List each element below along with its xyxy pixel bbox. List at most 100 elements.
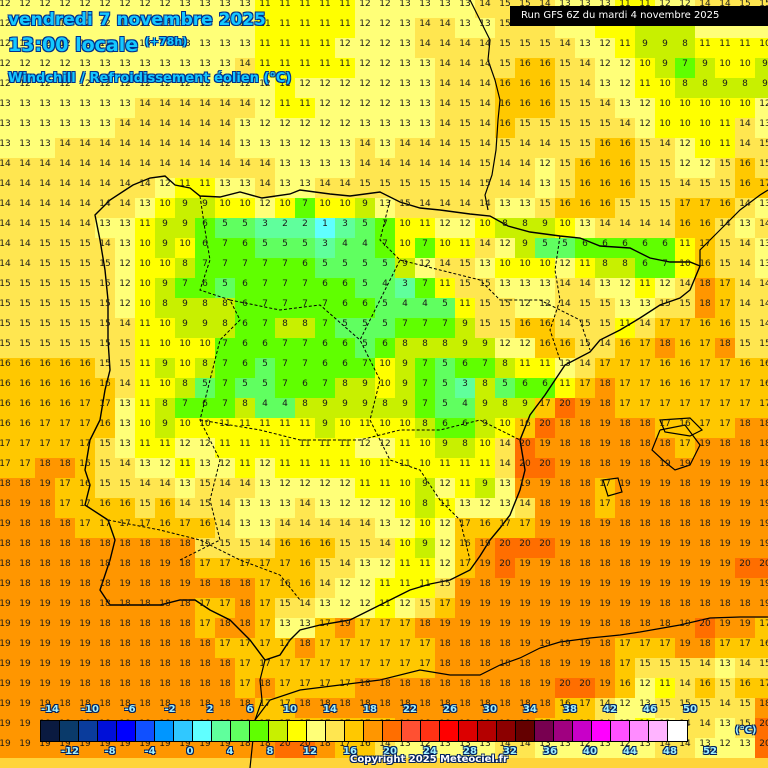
grid-value: 17 [639, 359, 651, 369]
grid-value: 20 [539, 459, 551, 469]
grid-value: 11 [359, 419, 371, 429]
field-cell [535, 38, 555, 58]
field-cell [315, 0, 335, 18]
grid-value: 16 [699, 319, 711, 329]
grid-value: 12 [559, 259, 571, 269]
legend-tick-top: 6 [246, 704, 254, 715]
grid-value: 14 [179, 99, 191, 109]
field-cell [335, 78, 355, 98]
field-cell [115, 98, 135, 118]
grid-value: 5 [362, 259, 368, 269]
grid-value: 19 [519, 639, 531, 649]
grid-value: 19 [119, 579, 131, 589]
grid-value: 11 [399, 439, 411, 449]
grid-value: 17 [539, 399, 551, 409]
grid-value: 14 [599, 99, 611, 109]
grid-value: 16 [519, 419, 531, 429]
grid-value: 14 [759, 299, 768, 309]
grid-value: 15 [739, 319, 751, 329]
field-cell [175, 138, 195, 158]
grid-value: 16 [159, 519, 171, 529]
grid-value: 11 [419, 579, 431, 589]
field-cell [155, 118, 175, 138]
grid-value: 8 [482, 379, 488, 389]
grid-value: 16 [19, 399, 31, 409]
legend-tick-bottom: 0 [186, 746, 194, 757]
field-cell [135, 98, 155, 118]
grid-value: 11 [199, 179, 211, 189]
grid-value: 19 [39, 639, 51, 649]
grid-value: 9 [482, 479, 488, 489]
grid-value: 18 [299, 639, 311, 649]
field-cell [415, 78, 435, 98]
grid-value: 7 [422, 399, 428, 409]
grid-value: 18 [219, 679, 231, 689]
field-cell [455, 118, 475, 138]
grid-value: 8 [402, 339, 408, 349]
grid-value: 6 [202, 239, 208, 249]
field-cell [215, 58, 235, 78]
grid-value: 8 [682, 79, 688, 89]
field-cell [715, 38, 735, 58]
legend-tick-top: 26 [443, 704, 457, 715]
grid-value: 15 [719, 679, 731, 689]
grid-value: 15 [659, 299, 671, 309]
grid-value: 18 [99, 679, 111, 689]
field-cell [235, 138, 255, 158]
grid-value: 11 [339, 59, 351, 69]
grid-value: 13 [219, 0, 231, 9]
grid-value: 19 [0, 619, 11, 629]
grid-value: 10 [399, 419, 411, 429]
grid-value: 15 [639, 159, 651, 169]
grid-value: 9 [402, 399, 408, 409]
field-cell [415, 0, 435, 18]
grid-value: 16 [79, 359, 91, 369]
grid-value: 13 [459, 499, 471, 509]
legend-swatch [535, 721, 554, 741]
grid-value: 14 [459, 39, 471, 49]
grid-value: 5 [222, 219, 228, 229]
grid-value: 18 [759, 479, 768, 489]
grid-value: 11 [259, 0, 271, 9]
grid-value: 12 [759, 99, 768, 109]
field-cell [695, 78, 715, 98]
field-cell [715, 98, 735, 118]
field-cell [375, 118, 395, 138]
grid-value: 13 [419, 59, 431, 69]
field-cell [75, 98, 95, 118]
grid-value: 9 [662, 39, 668, 49]
grid-value: 16 [519, 319, 531, 329]
grid-value: 20 [759, 739, 768, 749]
grid-value: 17 [279, 659, 291, 669]
grid-value: 11 [459, 459, 471, 469]
grid-value: 12 [139, 0, 151, 9]
grid-value: 15 [139, 499, 151, 509]
grid-value: 7 [322, 299, 328, 309]
grid-value: 15 [539, 39, 551, 49]
grid-value: 17 [699, 339, 711, 349]
grid-value: 15 [99, 359, 111, 369]
field-cell [235, 78, 255, 98]
field-cell [555, 38, 575, 58]
forecast-time: 13:00 locale (+78h) [8, 34, 187, 56]
grid-value: 13 [419, 0, 431, 9]
grid-value: 13 [179, 59, 191, 69]
grid-value: 10 [739, 99, 751, 109]
field-cell [255, 18, 275, 38]
field-cell [115, 158, 135, 178]
field-cell [615, 58, 635, 78]
field-cell [315, 18, 335, 38]
grid-value: 16 [579, 159, 591, 169]
field-cell [275, 0, 295, 18]
field-cell [355, 138, 375, 158]
grid-value: 13 [239, 39, 251, 49]
grid-value: 16 [99, 499, 111, 509]
grid-value: 15 [319, 559, 331, 569]
grid-value: 12 [279, 479, 291, 489]
grid-value: 13 [319, 159, 331, 169]
grid-value: 14 [19, 219, 31, 229]
grid-value: 12 [539, 159, 551, 169]
grid-value: 17 [79, 399, 91, 409]
grid-value: 11 [619, 319, 631, 329]
legend-swatch [383, 721, 402, 741]
